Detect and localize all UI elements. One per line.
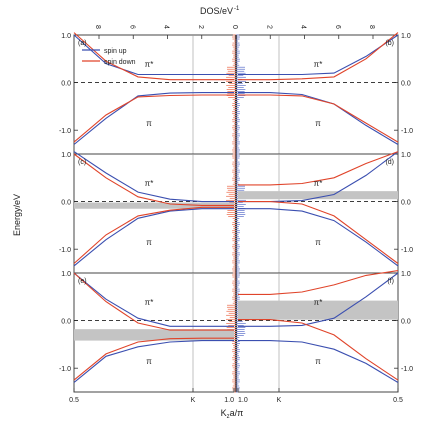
- spin-down-band-b-lower: [238, 94, 399, 143]
- x-tick-label: 0.5: [393, 397, 403, 404]
- pi-star-annotation: π*: [314, 298, 323, 307]
- y-tick-label-right: -1.0: [401, 366, 413, 373]
- top-tick-label: 4: [300, 25, 307, 29]
- x-axis-title: Kza/π: [221, 408, 244, 420]
- x-tick-label: 1.0: [224, 397, 234, 404]
- panel-label-b: (b): [385, 40, 394, 47]
- top-tick-label: 2: [197, 25, 204, 29]
- spin-down-band-e-lower: [73, 337, 234, 381]
- spin-up-band-e-upper: [73, 272, 234, 327]
- x-tick-label: 1.0: [238, 397, 248, 404]
- panel-label-a: (a): [78, 40, 87, 47]
- plot-area: 1.0 1.0 0.0 0.0 -1.0 -1.0 1.0 1.0 0.0 0.0 -1.0 -1.0…: [59, 25, 413, 404]
- top-tick-label: 2: [265, 25, 272, 29]
- x-tick-label: K: [277, 397, 282, 404]
- y-axis-title: Energy/eV: [12, 194, 22, 236]
- y-tick-label-right: -1.0: [401, 128, 413, 135]
- y-tick-label: -1.0: [59, 247, 71, 254]
- y-tick-label-right: 0.0: [401, 200, 411, 207]
- x-tick-label: 0.5: [69, 397, 79, 404]
- legend-spin-down-label: spin down: [104, 59, 136, 66]
- top-tick-label: 8: [368, 25, 375, 29]
- spin-up-band-a-lower: [73, 92, 234, 145]
- x-axis-title-sub: z: [227, 414, 230, 420]
- spin-down-band-f-upper: [238, 270, 399, 295]
- y-tick-label-right: 0.0: [401, 319, 411, 326]
- y-tick-label: 1.0: [61, 271, 71, 278]
- spin-down-band-d-lower: [238, 201, 399, 264]
- spin-down-band-c-lower: [73, 206, 234, 264]
- pi-annotation: π: [315, 238, 321, 247]
- y-tick-label: 0.0: [61, 200, 71, 207]
- y-tick-label: -1.0: [59, 366, 71, 373]
- pi-star-annotation: π*: [145, 179, 154, 188]
- y-tick-label-right: 1.0: [401, 33, 411, 40]
- y-tick-label: 1.0: [61, 33, 71, 40]
- pi-star-annotation: π*: [145, 298, 154, 307]
- panel-label-c: (c): [78, 159, 86, 166]
- spin-up-band-a-upper: [73, 34, 234, 76]
- x-axis-title-rest: a/π: [230, 408, 244, 418]
- x-axis-title-k: K: [221, 408, 227, 418]
- top-axis-title: DOS/eV: [200, 6, 233, 16]
- top-tick-label: 0: [231, 25, 238, 29]
- spin-down-band-f-lower: [238, 319, 399, 381]
- top-tick-label: 4: [163, 25, 170, 29]
- spin-up-band-e-lower: [73, 340, 234, 383]
- spin-up-band-c-upper: [73, 151, 234, 203]
- spin-down-band-a-lower: [73, 94, 234, 143]
- pi-annotation: π: [315, 357, 321, 366]
- top-tick-label: 6: [334, 25, 341, 29]
- y-tick-label: -1.0: [59, 128, 71, 135]
- panel-label-f: (f): [387, 278, 394, 285]
- spin-up-band-b-lower: [238, 92, 399, 145]
- y-tick-label-right: 1.0: [401, 152, 411, 159]
- spin-down-band-b-upper: [238, 32, 399, 81]
- pi-star-annotation: π*: [314, 179, 323, 188]
- spin-up-band-f-upper: [238, 272, 399, 327]
- pi-annotation: π: [146, 357, 152, 366]
- y-tick-label: 0.0: [61, 81, 71, 88]
- spin-down-band-c-upper: [73, 153, 234, 206]
- y-tick-label-right: 0.0: [401, 81, 411, 88]
- pi-annotation: π: [146, 119, 152, 128]
- band-gap-region-d: [238, 191, 398, 200]
- x-tick-label: K: [191, 397, 196, 404]
- y-tick-label: 1.0: [61, 152, 71, 159]
- band-gap-region-f: [238, 300, 398, 320]
- panel-label-d: (d): [385, 159, 394, 166]
- y-tick-label-right: 1.0: [401, 271, 411, 278]
- spin-down-band-a-upper: [73, 32, 234, 81]
- y-tick-label-right: -1.0: [401, 247, 413, 254]
- spin-down-band-d-upper: [238, 151, 399, 186]
- spin-up-band-b-upper: [238, 34, 399, 76]
- y-tick-label: 0.0: [61, 319, 71, 326]
- top-tick-label: 8: [94, 25, 101, 29]
- band-gap-region-c: [74, 202, 234, 209]
- pi-annotation: π: [315, 119, 321, 128]
- band-gap-region-e: [74, 329, 234, 341]
- pi-annotation: π: [146, 238, 152, 247]
- top-axis-title-sup: -1: [234, 6, 240, 12]
- spin-up-band-c-lower: [73, 208, 234, 267]
- legend-spin-up-label: spin up: [104, 48, 127, 55]
- pi-star-annotation: π*: [314, 60, 323, 69]
- spin-up-band-f-lower: [238, 340, 399, 383]
- panel-label-e: (e): [78, 278, 87, 285]
- spin-down-band-e-upper: [73, 272, 234, 331]
- pi-star-annotation: π*: [145, 60, 154, 69]
- spin-up-band-d-lower: [238, 208, 399, 267]
- top-tick-label: 6: [128, 25, 135, 29]
